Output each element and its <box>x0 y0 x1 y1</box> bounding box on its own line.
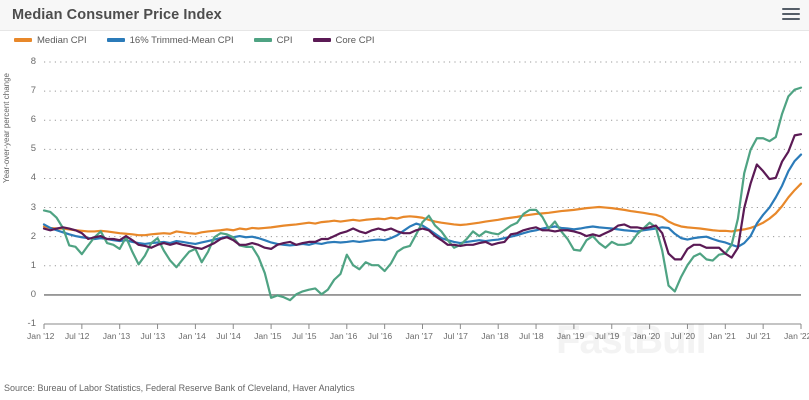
legend-item-core-cpi[interactable]: Core CPI <box>312 34 375 46</box>
x-axis-tick-label: Jul '20 <box>670 331 696 341</box>
y-axis-tick-label: 0 <box>30 288 36 300</box>
legend-label: 16% Trimmed-Mean CPI <box>129 34 234 46</box>
x-axis-tick-label: Jul '12 <box>64 331 90 341</box>
legend-swatch-icon <box>312 38 331 42</box>
y-axis-tick-label: 3 <box>30 201 36 213</box>
series-line-core-cpi <box>42 133 803 261</box>
x-axis-tick-label: Jul '14 <box>216 331 241 341</box>
y-axis-tick-label: 5 <box>30 143 36 155</box>
y-axis-label: Year-over-year percent change <box>2 73 11 183</box>
legend-item-median-cpi[interactable]: Median CPI <box>14 35 87 46</box>
x-axis-tick-label: Jul '19 <box>594 331 620 341</box>
legend-label: Median CPI <box>37 34 87 46</box>
x-axis-tick-label: Jan '15 <box>254 331 282 341</box>
series-line-16-trimmed-mean-cpi <box>42 153 803 248</box>
hamburger-menu-icon[interactable] <box>782 8 800 23</box>
legend-swatch-icon <box>253 38 272 42</box>
x-axis-tick-label: Jul '17 <box>443 331 468 341</box>
x-axis-tick-label: Jul '13 <box>140 331 166 341</box>
y-axis-tick-label: 8 <box>30 56 36 67</box>
legend-item-cpi[interactable]: CPI <box>253 34 293 46</box>
series-line-median-cpi <box>42 182 803 237</box>
x-axis-tick-label: Jan '14 <box>178 331 206 341</box>
legend-swatch-icon <box>14 38 32 42</box>
source-attribution: Source: Bureau of Labor Statistics, Fede… <box>4 383 355 393</box>
menu-bar-2 <box>782 13 800 15</box>
y-axis-tick-label: -1 <box>27 318 36 329</box>
chart-header: Median Consumer Price Index <box>0 0 809 31</box>
x-axis-tick-label: Jan '17 <box>405 331 433 341</box>
x-axis-tick-label: Jan '12 <box>27 331 55 341</box>
page-title: Median Consumer Price Index <box>12 7 222 23</box>
x-axis-tick-label: Jan '20 <box>632 331 661 341</box>
y-axis-tick-label: 1 <box>30 259 36 271</box>
y-axis-tick-label: 6 <box>30 114 36 126</box>
y-axis-tick-label: 4 <box>30 172 36 184</box>
x-axis-tick-label: Jan '18 <box>481 331 509 341</box>
plot-area: Year-over-year percent change -1 0 1 2 3 4 5 6 7… <box>0 48 809 380</box>
menu-bar-3 <box>782 18 800 20</box>
x-axis-tick-label: Jul '16 <box>367 331 393 341</box>
series-line-cpi <box>42 86 803 302</box>
y-axis-tick-label: 2 <box>30 230 36 242</box>
line-chart <box>42 61 803 329</box>
menu-bar-1 <box>782 8 800 10</box>
x-axis-tick-label: Jul '15 <box>291 331 317 341</box>
y-axis-tick-label: 7 <box>30 85 36 97</box>
legend-swatch-icon <box>106 38 125 42</box>
legend-item-16-trimmed-mean-cpi[interactable]: 16% Trimmed-Mean CPI <box>106 34 234 46</box>
chart-legend: Median CPI 16% Trimmed-Mean CPI CPI Core CP… <box>14 33 395 47</box>
x-axis-tick-label: Jan '22 <box>784 331 809 341</box>
x-axis-tick-label: Jan '19 <box>556 331 585 341</box>
legend-label: Core CPI <box>335 34 375 46</box>
x-axis-tick-label: Jan '21 <box>708 331 736 341</box>
x-axis-tick-label: Jul '21 <box>746 331 771 341</box>
x-axis-tick-label: Jul '18 <box>519 331 544 341</box>
legend-label: CPI <box>276 34 293 46</box>
x-axis-tick-label: Jan '13 <box>102 331 131 341</box>
x-axis-tick-label: Jan '16 <box>329 331 358 341</box>
